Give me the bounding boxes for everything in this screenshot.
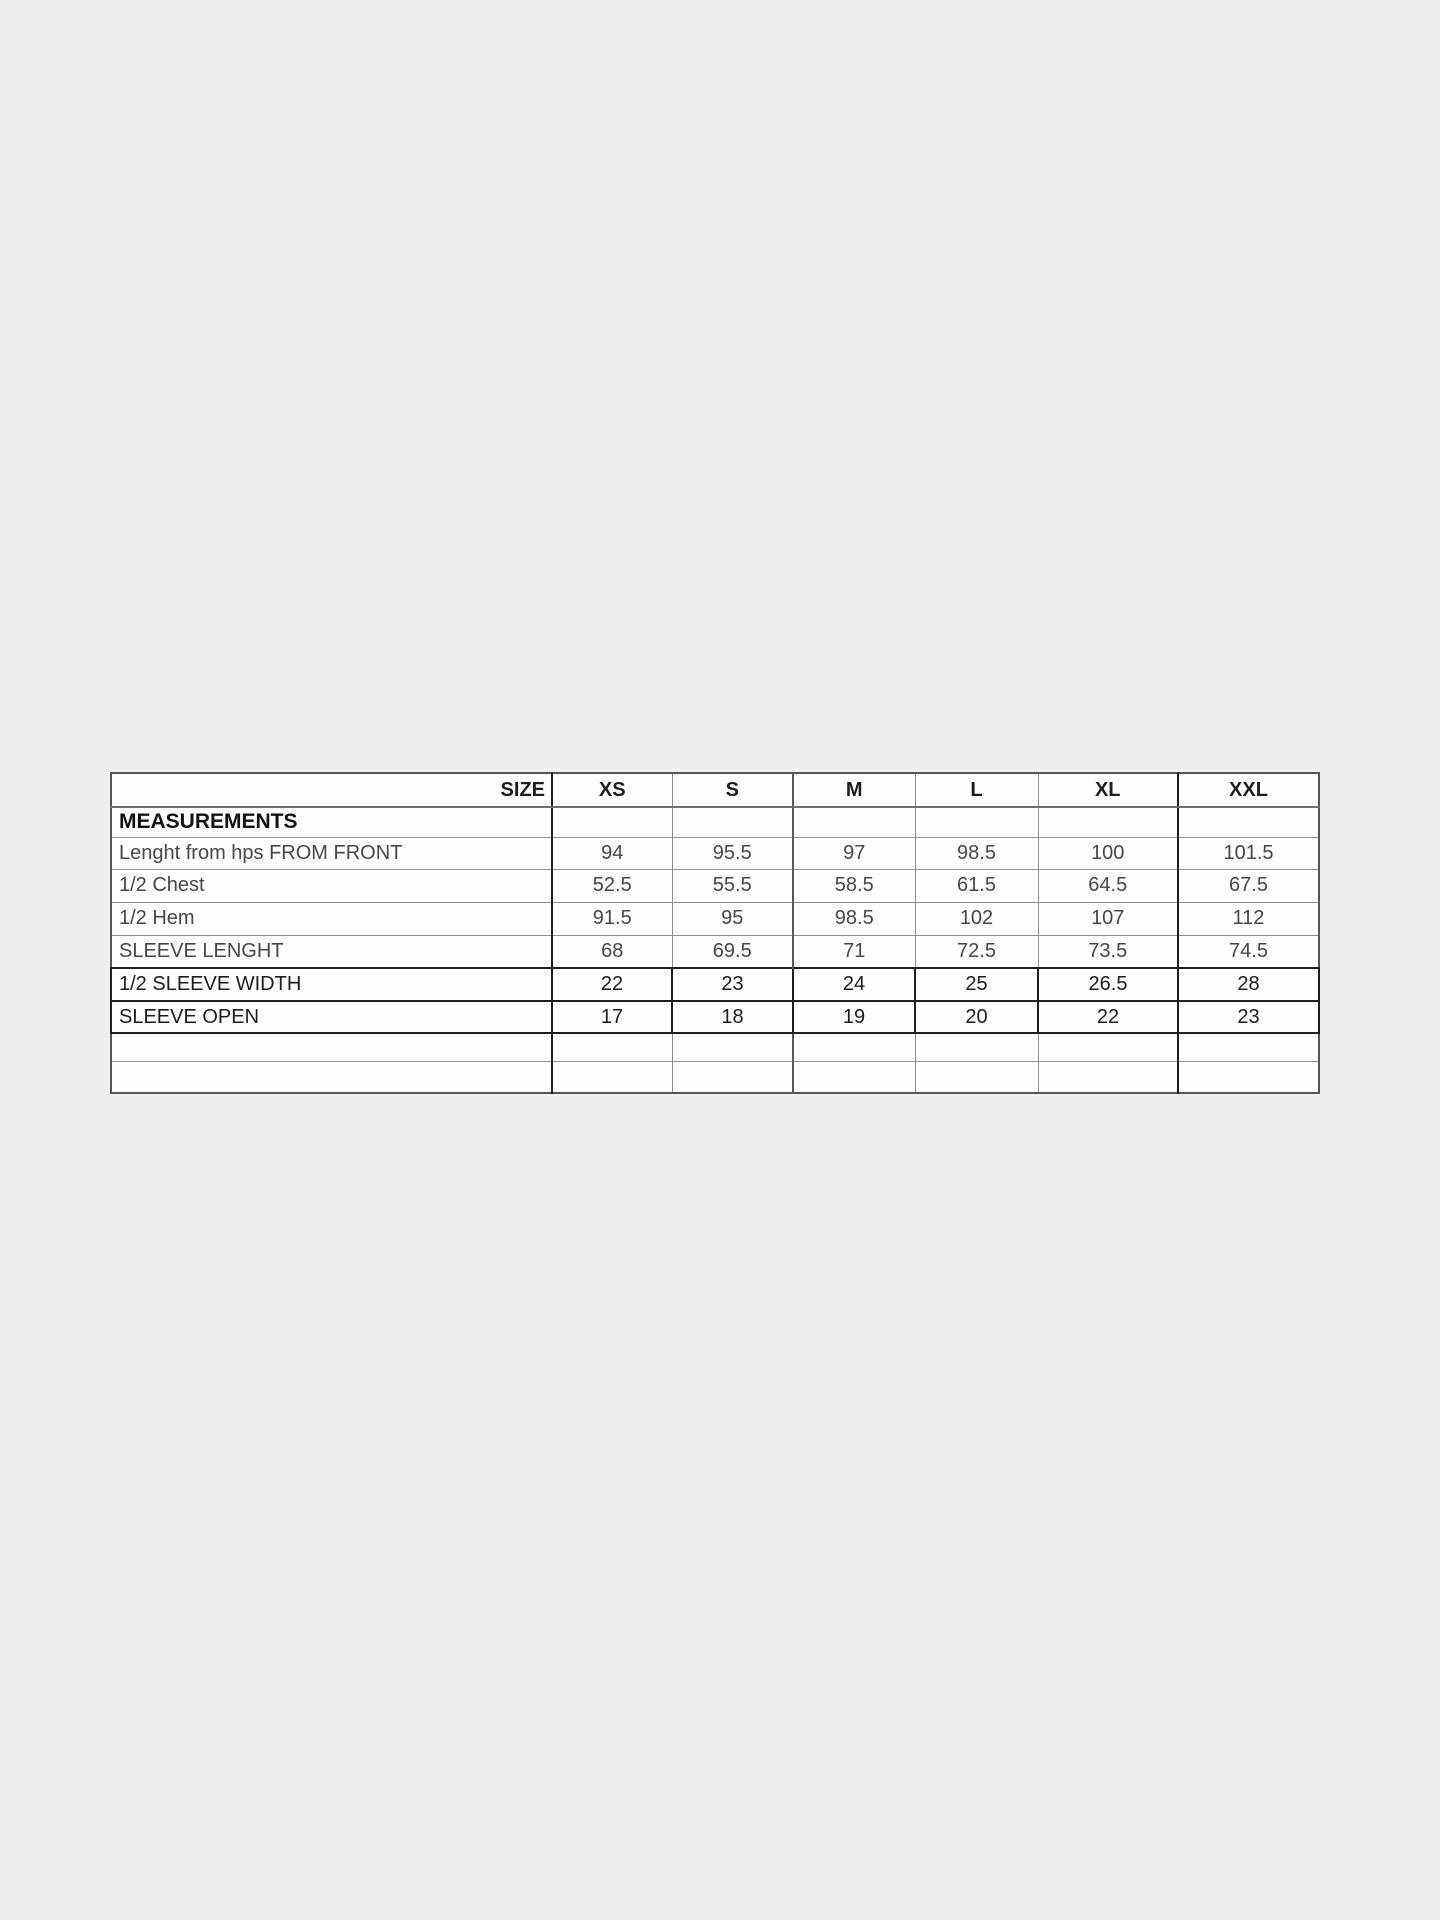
measurement-value: 71 [792,934,916,969]
measurement-label: 1/2 Chest [110,868,553,903]
measurement-value: 64.5 [1037,868,1179,903]
empty-cell [671,1032,794,1062]
measurement-value: 52.5 [551,868,673,903]
measurement-value: 100 [1037,836,1179,870]
empty-cell [1177,806,1320,838]
measurement-value: 95 [671,901,794,936]
measurement-value: 25 [914,967,1039,1002]
measurement-label: 1/2 SLEEVE WIDTH [110,967,553,1002]
empty-cell [914,806,1039,838]
measurement-value: 112 [1177,901,1320,936]
measurement-value: 97 [792,836,916,870]
measurement-row: Lenght from hps FROM FRONT 94 95.5 97 98… [110,836,1320,870]
empty-cell [1177,1032,1320,1062]
measurement-value: 20 [914,1000,1039,1034]
size-header-xs: XS [551,772,673,808]
measurement-row: SLEEVE LENGHT 68 69.5 71 72.5 73.5 74.5 [110,934,1320,969]
empty-row [110,1060,1320,1094]
measurement-value: 98.5 [914,836,1039,870]
measurement-value: 19 [792,1000,916,1034]
measurement-value: 24 [792,967,916,1002]
size-header-row: SIZE XS S M L XL XXL [110,772,1320,808]
measurement-value: 98.5 [792,901,916,936]
measurement-value: 26.5 [1037,967,1179,1002]
measurement-value: 68 [551,934,673,969]
empty-cell [671,806,794,838]
measurement-value: 28 [1177,967,1320,1002]
empty-cell [914,1060,1039,1094]
measurement-label: SLEEVE LENGHT [110,934,553,969]
measurement-value: 67.5 [1177,868,1320,903]
measurement-label: SLEEVE OPEN [110,1000,553,1034]
empty-cell [110,1032,553,1062]
measurement-label: 1/2 Hem [110,901,553,936]
size-header-xxl: XXL [1177,772,1320,808]
empty-cell [551,806,673,838]
empty-cell [1037,1032,1179,1062]
measurement-value: 73.5 [1037,934,1179,969]
empty-cell [1037,806,1179,838]
empty-cell [110,1060,553,1094]
measurement-label: Lenght from hps FROM FRONT [110,836,553,870]
measurement-value: 102 [914,901,1039,936]
measurement-value: 61.5 [914,868,1039,903]
measurement-value: 95.5 [671,836,794,870]
measurement-value: 55.5 [671,868,794,903]
measurement-value: 74.5 [1177,934,1320,969]
measurement-value: 94 [551,836,673,870]
empty-cell [792,1032,916,1062]
empty-cell [914,1032,1039,1062]
measurement-value: 101.5 [1177,836,1320,870]
measurement-value: 91.5 [551,901,673,936]
measurement-row: 1/2 Chest 52.5 55.5 58.5 61.5 64.5 67.5 [110,868,1320,903]
measurement-value: 107 [1037,901,1179,936]
measurement-row: SLEEVE OPEN 17 18 19 20 22 23 [110,1000,1320,1034]
measurement-value: 22 [1037,1000,1179,1034]
measurement-value: 58.5 [792,868,916,903]
empty-cell [551,1060,673,1094]
measurements-section-title: MEASUREMENTS [110,806,553,838]
size-header-m: M [792,772,916,808]
empty-cell [1177,1060,1320,1094]
measurements-section-row: MEASUREMENTS [110,806,1320,838]
empty-cell [792,1060,916,1094]
size-header-xl: XL [1037,772,1179,808]
size-header-s: S [671,772,794,808]
measurement-value: 22 [551,967,673,1002]
empty-cell [671,1060,794,1094]
measurement-value: 72.5 [914,934,1039,969]
empty-cell [551,1032,673,1062]
measurement-row: 1/2 Hem 91.5 95 98.5 102 107 112 [110,901,1320,936]
measurement-value: 17 [551,1000,673,1034]
measurement-row: 1/2 SLEEVE WIDTH 22 23 24 25 26.5 28 [110,967,1320,1002]
measurement-value: 18 [671,1000,794,1034]
empty-cell [1037,1060,1179,1094]
empty-cell [792,806,916,838]
size-header-l: L [914,772,1039,808]
measurement-value: 69.5 [671,934,794,969]
measurement-value: 23 [1177,1000,1320,1034]
size-header-label: SIZE [110,772,553,808]
size-chart-table: SIZE XS S M L XL XXL MEASUREMENTS Lenght… [110,772,1320,1094]
measurement-value: 23 [671,967,794,1002]
empty-row [110,1032,1320,1062]
